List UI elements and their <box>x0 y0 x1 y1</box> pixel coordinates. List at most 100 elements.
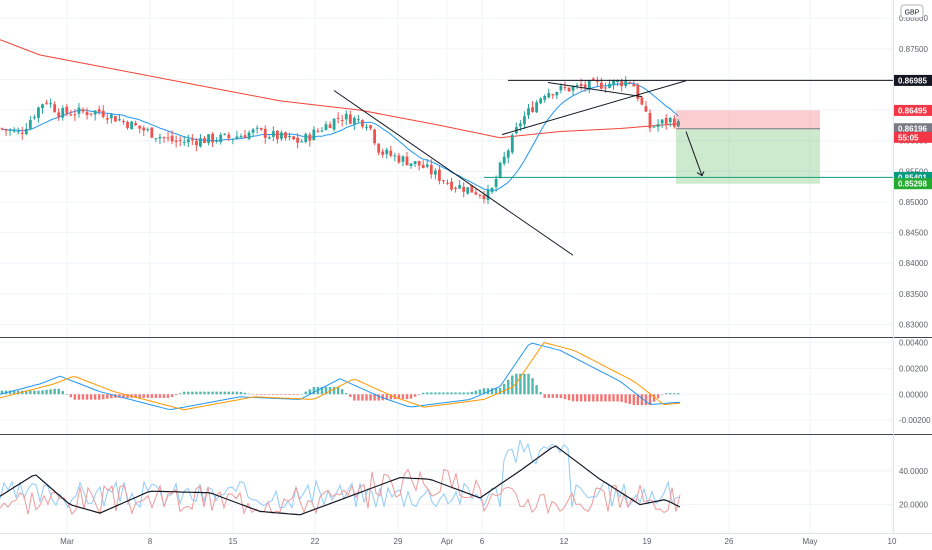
macd-histogram-bar <box>401 394 405 400</box>
candle-body <box>190 139 194 141</box>
di-minus-line <box>0 468 681 516</box>
candle-body <box>336 118 340 120</box>
macd-histogram-bar <box>146 394 149 398</box>
candle-body <box>130 121 133 130</box>
candle-body <box>203 138 206 143</box>
candle-body <box>466 187 470 194</box>
candle-body <box>357 119 360 121</box>
macd-histogram-bar <box>563 394 567 400</box>
candle-body <box>267 137 271 139</box>
candle-body <box>251 129 255 133</box>
macd-histogram-bar <box>296 394 299 395</box>
candle-body <box>510 135 514 153</box>
candle-body <box>348 114 352 124</box>
candle-body <box>182 141 186 143</box>
candle-body <box>352 117 356 125</box>
macd-histogram-bar <box>98 394 101 400</box>
macd-histogram-bar <box>150 394 154 398</box>
candle-body <box>672 118 676 127</box>
price-tick-label: 0.88000 <box>899 14 928 23</box>
candle-body <box>425 164 429 167</box>
macd-tick-label: 0.00200 <box>899 364 928 373</box>
macd-histogram-bar <box>588 394 591 402</box>
macd-histogram-bar <box>430 392 433 395</box>
macd-histogram-bar <box>77 394 81 400</box>
macd-histogram-bar <box>227 391 230 395</box>
macd-histogram-bar <box>162 394 166 398</box>
time-tick-label: 6 <box>480 537 485 546</box>
candle-body <box>12 130 16 132</box>
macd-histogram-bar <box>592 394 595 402</box>
macd-histogram-bar <box>85 394 89 400</box>
macd-histogram-bar <box>251 394 255 395</box>
currency-badge[interactable]: GBP <box>900 4 924 19</box>
fast-ma-line <box>1 82 679 191</box>
macd-histogram-bar <box>669 393 672 395</box>
macd-histogram-bar <box>336 387 340 395</box>
macd-histogram-bar <box>579 394 583 402</box>
candle-body <box>61 108 65 118</box>
time-tick-label: 22 <box>311 537 320 546</box>
candle-body <box>377 143 381 153</box>
macd-histogram-bar <box>555 394 559 398</box>
candle-body <box>199 138 202 147</box>
macd-histogram-bar <box>628 394 631 405</box>
macd-histogram-bar <box>142 394 145 398</box>
adx-pane <box>0 439 681 516</box>
macd-histogram-bar <box>652 394 656 402</box>
candle-body <box>16 131 20 133</box>
candle-body <box>587 80 591 90</box>
macd-histogram-bar <box>320 387 324 395</box>
price-tag-label: 0.85401 <box>898 173 927 182</box>
candle-body <box>85 111 89 116</box>
macd-histogram-bar <box>660 394 664 395</box>
candle-body <box>53 104 57 113</box>
candle-body <box>174 140 178 142</box>
macd-histogram-bar <box>187 391 190 395</box>
macd-histogram-bar <box>0 390 4 395</box>
candle-body <box>247 132 251 139</box>
signal-line <box>0 342 681 411</box>
candle-body <box>433 170 437 175</box>
candle-body <box>276 130 279 140</box>
macd-histogram-bar <box>616 394 619 402</box>
price-tag-label: 0.86495 <box>898 106 927 115</box>
candle-body <box>620 81 624 87</box>
time-tick-label: 12 <box>560 537 569 546</box>
macd-histogram-bar <box>215 391 218 395</box>
macd-histogram-bar <box>247 393 251 395</box>
macd-histogram-bar <box>539 392 542 395</box>
macd-histogram-bar <box>288 394 291 395</box>
candle-body <box>308 134 312 141</box>
macd-histogram-bar <box>462 392 465 395</box>
candle-body <box>186 139 190 143</box>
candle-body <box>320 130 324 132</box>
macd-histogram-bar <box>49 389 52 395</box>
macd-histogram-bar <box>584 394 587 402</box>
candle-body <box>442 180 445 182</box>
candle-body <box>223 133 227 135</box>
macd-histogram-bar <box>191 391 194 395</box>
time-tick-label: May <box>802 537 817 546</box>
candle-body <box>486 190 490 200</box>
macd-histogram-bar <box>677 393 680 395</box>
candle-body <box>429 164 433 175</box>
macd-histogram-bar <box>405 394 409 400</box>
macd-histogram-bar <box>608 394 611 402</box>
macd-histogram-bar <box>69 394 73 398</box>
candlesticks <box>0 76 680 204</box>
macd-histogram-bar <box>134 394 137 398</box>
candle-body <box>608 83 611 88</box>
candle-body <box>41 104 44 109</box>
candle-body <box>381 151 385 155</box>
candle-body <box>24 128 28 135</box>
macd-histogram-bar <box>170 394 174 397</box>
candle-body <box>219 134 223 143</box>
candle-body <box>421 164 425 168</box>
candle-body <box>389 150 393 156</box>
candle-body <box>154 138 158 140</box>
macd-histogram-bar <box>179 393 182 395</box>
macd-histogram-bar <box>673 393 676 395</box>
candle-body <box>0 128 4 130</box>
